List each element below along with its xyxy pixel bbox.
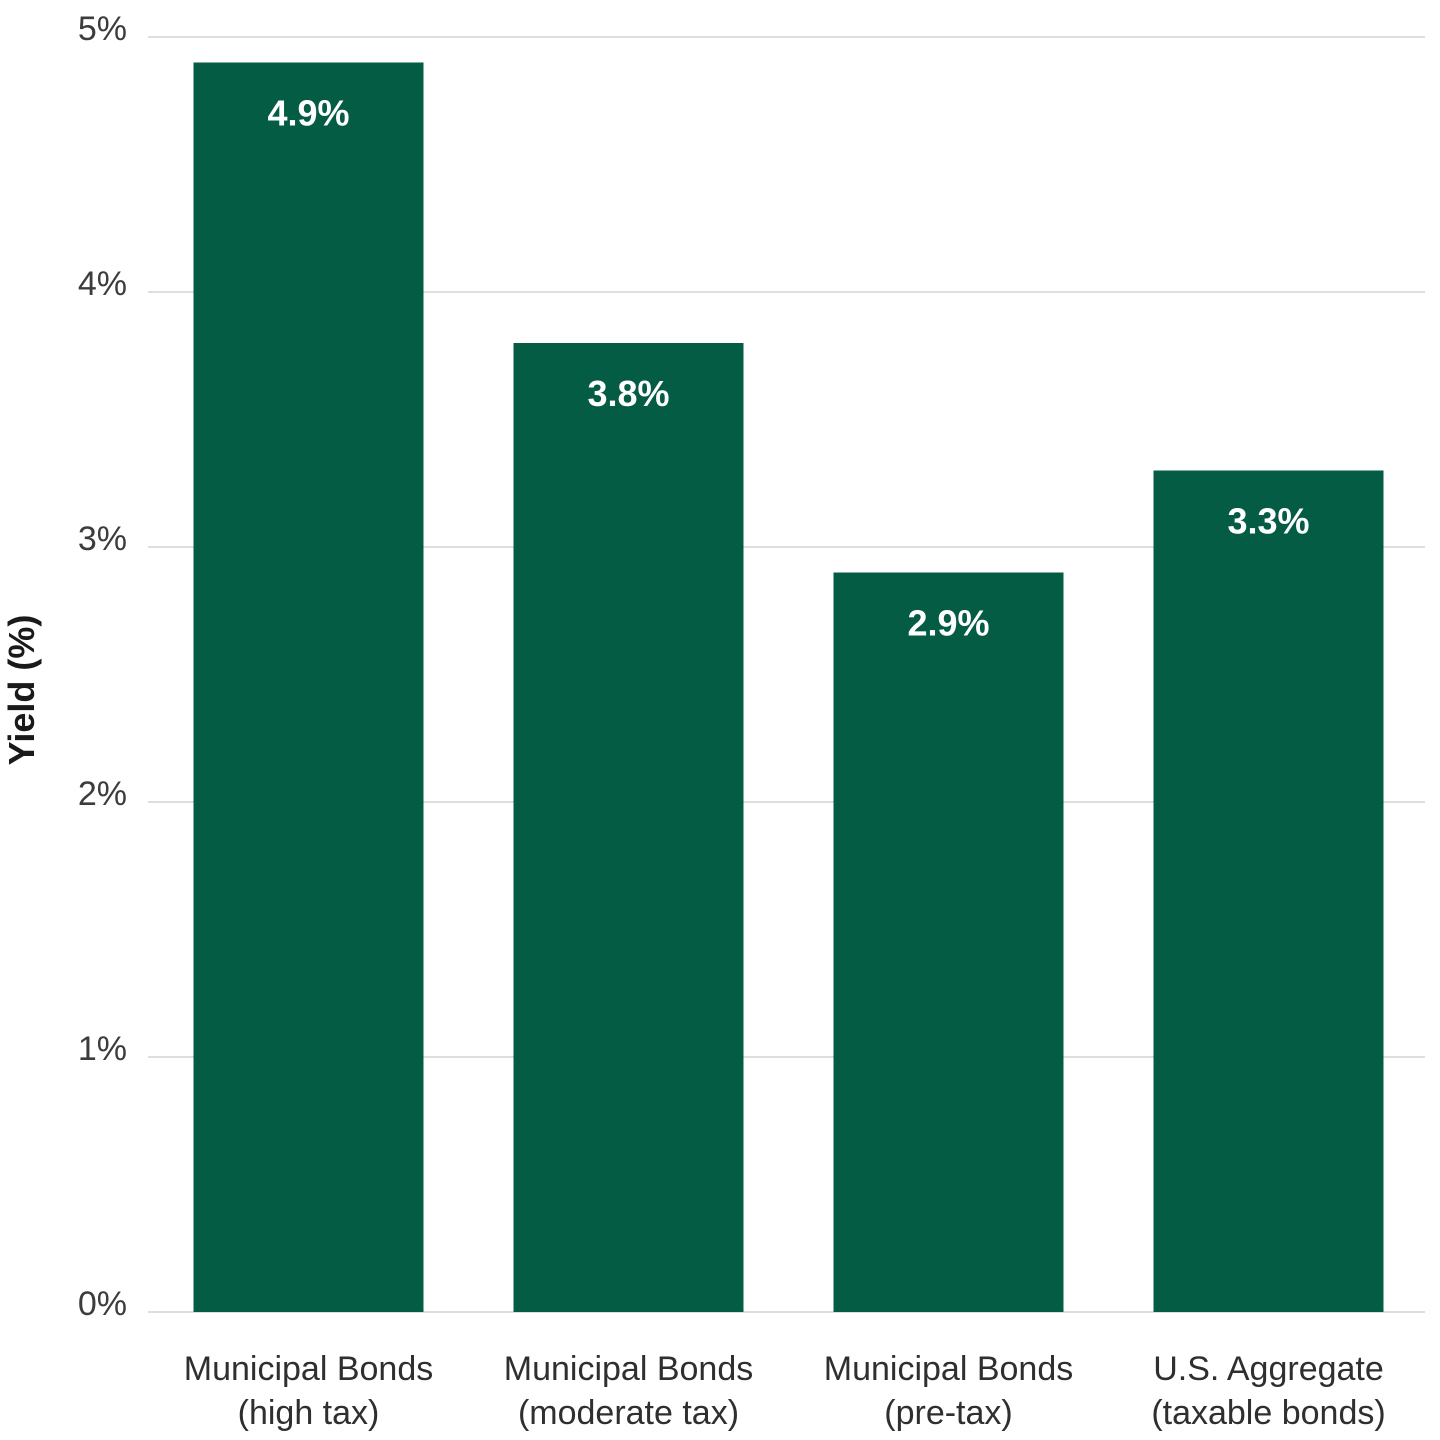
value-labels: 4.9% 3.8% 2.9% 3.3%: [267, 93, 1309, 644]
bar-value-label: 2.9%: [907, 603, 989, 644]
category-label: Municipal Bonds: [824, 1350, 1073, 1388]
bar: [1153, 470, 1384, 1312]
category-label: (pre-tax): [884, 1394, 1012, 1432]
category-label: U.S. Aggregate: [1153, 1350, 1384, 1388]
bars: [193, 62, 1384, 1312]
y-axis-ticks: 0% 1% 2% 3% 4% 5%: [78, 10, 127, 1323]
bar: [513, 343, 744, 1312]
bar-value-label: 3.3%: [1227, 501, 1309, 542]
category-label: Municipal Bonds: [504, 1350, 753, 1388]
category-label: (moderate tax): [518, 1394, 739, 1432]
bar-value-label: 3.8%: [587, 373, 669, 414]
x-axis-categories: Municipal Bonds (high tax) Municipal Bonds…: [184, 1350, 1386, 1432]
y-tick-label: 1%: [78, 1030, 127, 1068]
y-tick-label: 5%: [78, 10, 127, 48]
bar-value-label: 4.9%: [267, 93, 349, 134]
y-axis-title: Yield (%): [1, 615, 42, 766]
category-label: (high tax): [238, 1394, 380, 1432]
category-label: (taxable bonds): [1151, 1394, 1385, 1432]
y-tick-label: 2%: [78, 775, 127, 813]
y-tick-label: 0%: [78, 1285, 127, 1323]
category-label: Municipal Bonds: [184, 1350, 433, 1388]
bar: [193, 62, 424, 1312]
bar: [833, 572, 1064, 1312]
y-tick-label: 3%: [78, 520, 127, 558]
y-tick-label: 4%: [78, 265, 127, 303]
